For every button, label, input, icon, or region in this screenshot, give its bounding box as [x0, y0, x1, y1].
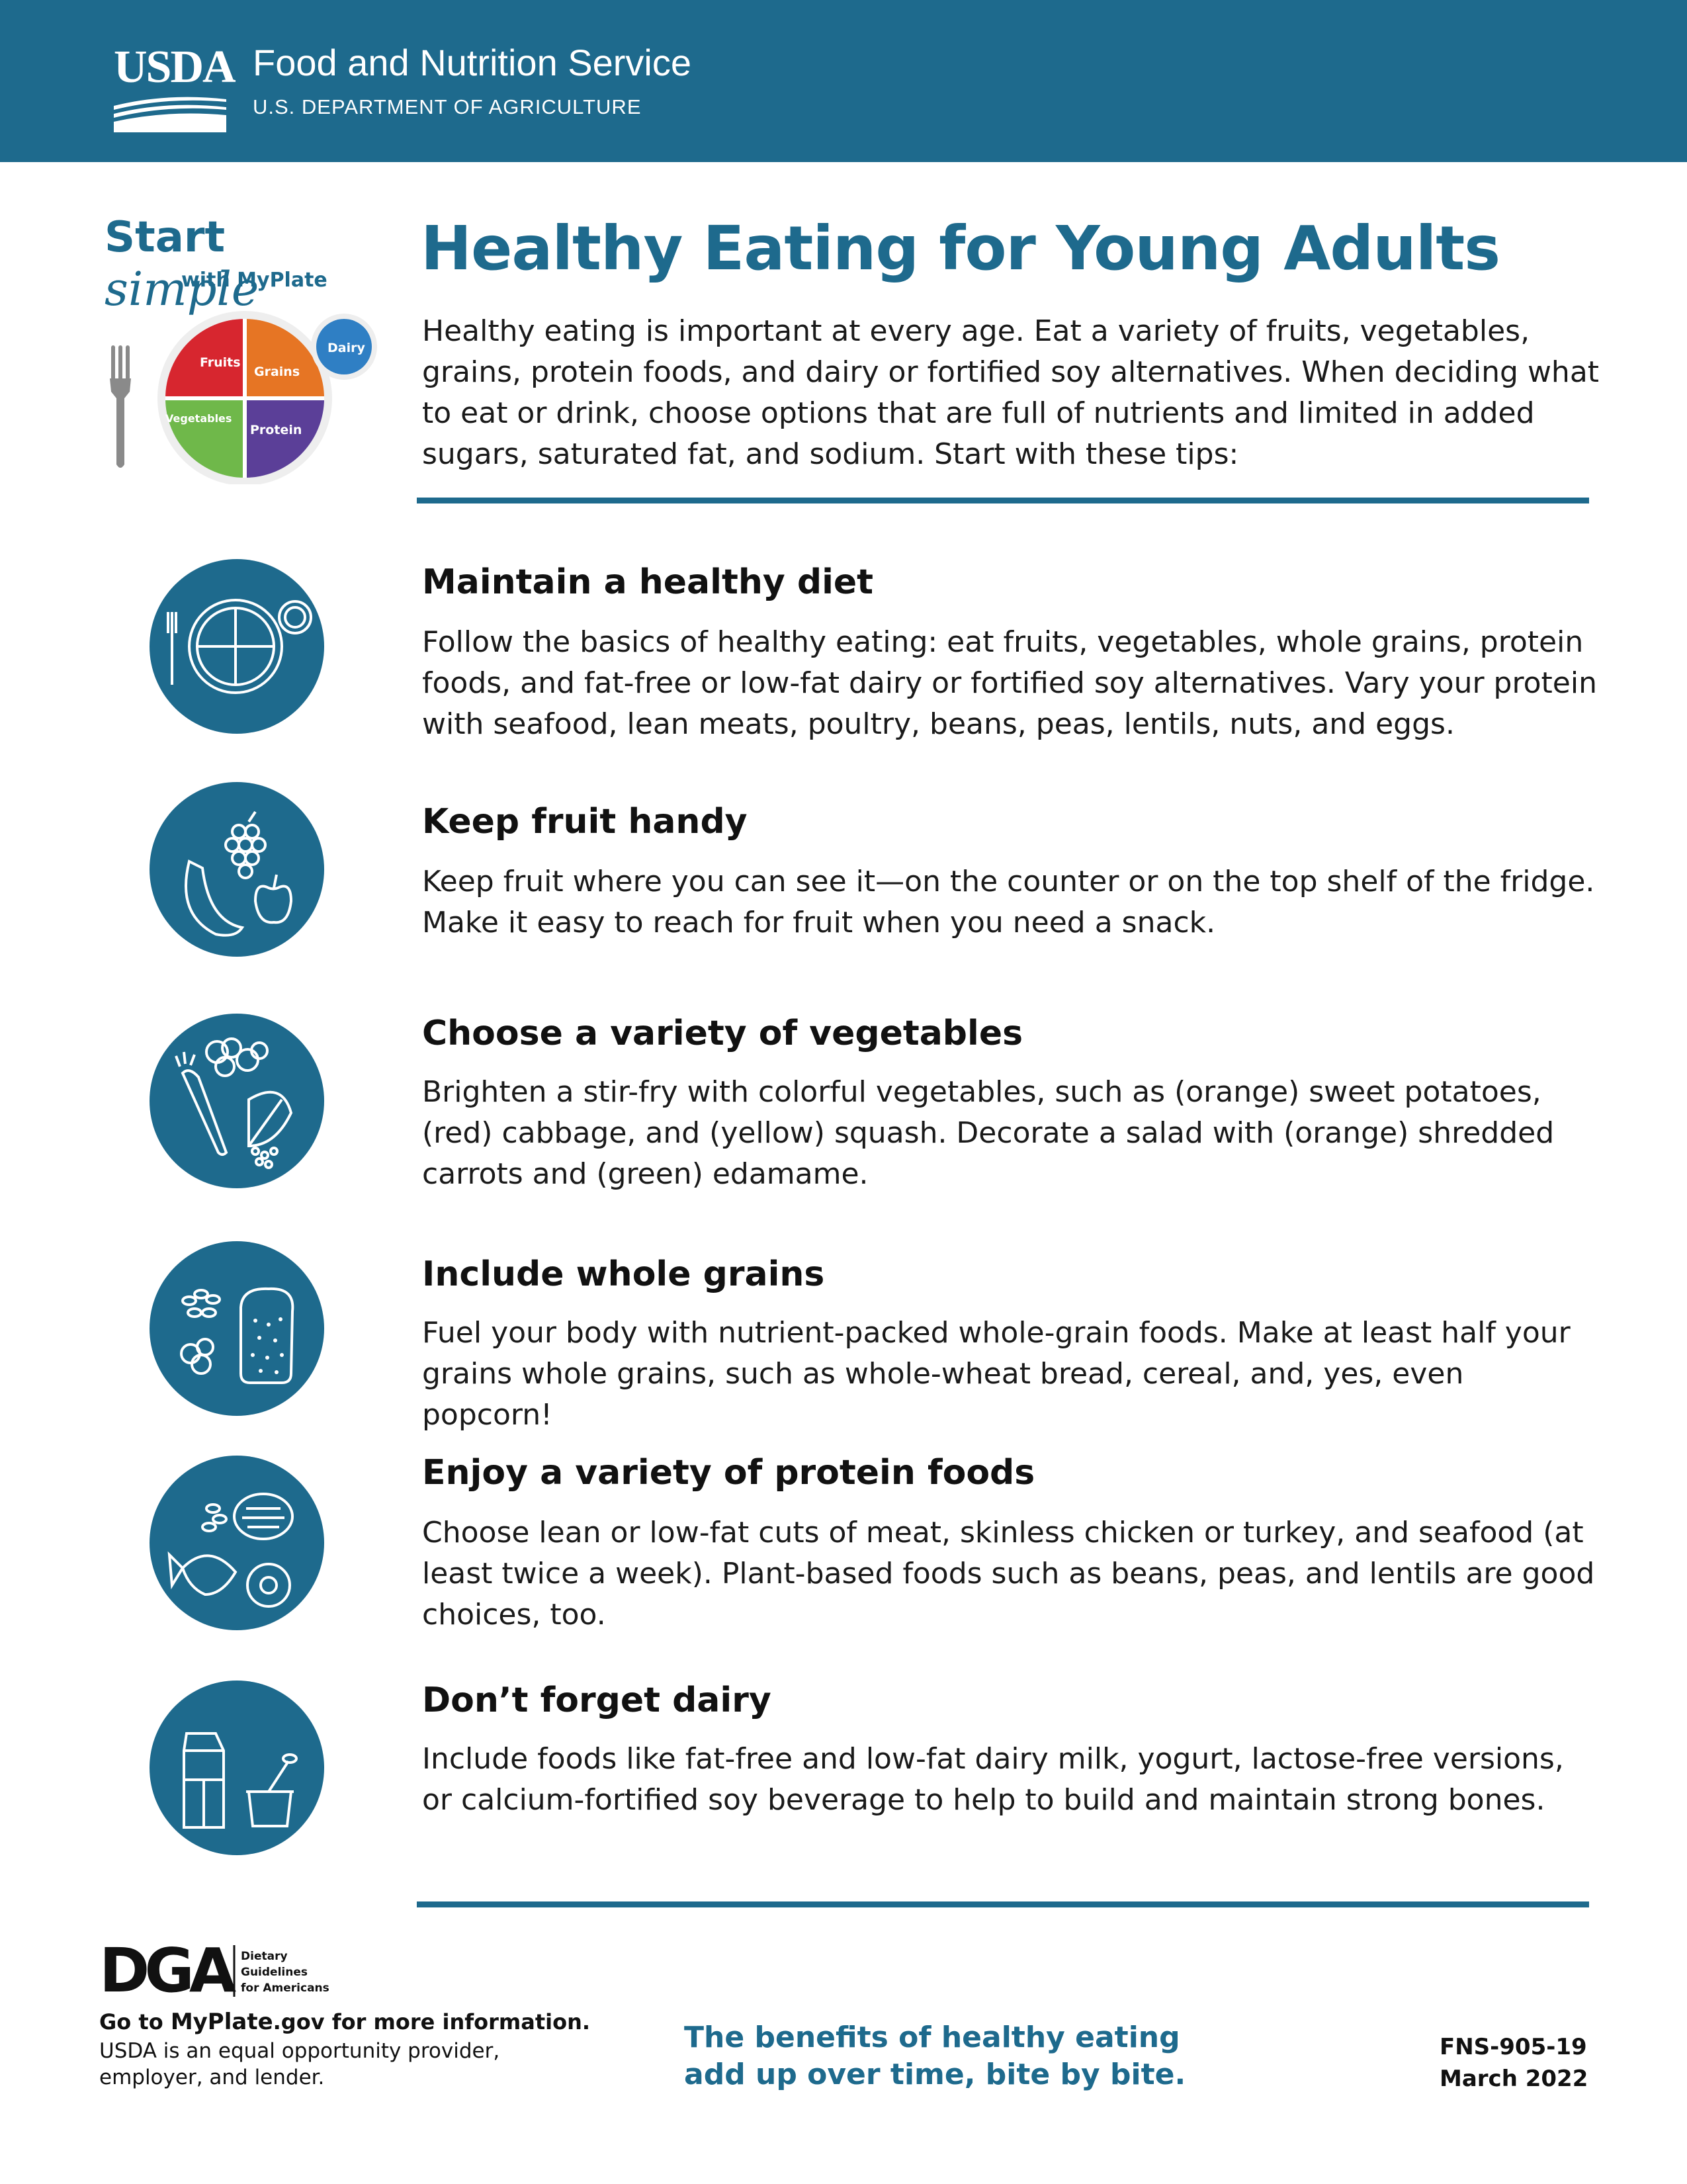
brand-myplate: MyPlate — [237, 269, 327, 292]
plate-label-fruits: Fruits — [200, 355, 241, 370]
dga-logo-text: DGA — [99, 1943, 236, 1999]
fork-icon — [110, 345, 131, 468]
myplate-link[interactable]: MyPlate — [170, 2009, 273, 2035]
dga-line2: Guidelines — [241, 1966, 308, 1979]
tip-body: Follow the basics of healthy eating: eat… — [422, 625, 1597, 741]
dga-line1: Dietary — [241, 1950, 288, 1963]
tip-body: Brighten a stir-fry with colorful vegeta… — [422, 1075, 1555, 1191]
fruit-icon — [150, 782, 324, 957]
grains-icon — [150, 1241, 324, 1416]
brand-start: Start — [105, 213, 226, 262]
plate-icon — [150, 559, 324, 734]
publication-code: FNS-905-19 — [1440, 2034, 1587, 2060]
top-divider — [417, 498, 1589, 503]
page-title: Healthy Eating for Young Adults — [421, 213, 1500, 284]
plate-label-vegetables: Vegetables — [165, 412, 232, 425]
tip-body: Choose lean or low-fat cuts of meat, ski… — [422, 1516, 1595, 1632]
myplate-icon: Fruits Grains Vegetables Protein Dairy — [110, 311, 377, 484]
tip-body: Keep fruit where you can see it—on the c… — [422, 865, 1595, 939]
tip-title: Don’t forget dairy — [422, 1681, 771, 1720]
goto-suffix: .gov for more information. — [273, 2009, 591, 2034]
equal-opportunity-statement: USDA is an equal opportunity provider, e… — [99, 2039, 500, 2089]
footer-tagline: The benefits of healthy eating add up ov… — [684, 2019, 1213, 2093]
tip-body: Include foods like fat-free and low-fat … — [422, 1742, 1564, 1817]
tip-title: Enjoy a variety of protein foods — [422, 1453, 1035, 1493]
department-name: U.S. DEPARTMENT OF AGRICULTURE — [253, 95, 642, 118]
tagline-line1: The benefits of healthy eating — [684, 2021, 1180, 2054]
tip-title: Maintain a healthy diet — [422, 562, 874, 602]
usda-logo: USDA — [114, 42, 236, 93]
usda-swoosh-icon — [114, 97, 226, 132]
tip-title: Choose a variety of vegetables — [422, 1014, 1023, 1053]
plate-label-dairy: Dairy — [327, 341, 365, 355]
start-simple-brand: Start simple with MyPlate — [105, 213, 382, 316]
plate-label-protein: Protein — [250, 423, 302, 437]
protein-icon — [150, 1456, 324, 1630]
tagline-line2: add up over time, bite by bite. — [684, 2058, 1186, 2091]
plate-label-grains: Grains — [254, 365, 300, 379]
goto-prefix: Go to — [99, 2009, 171, 2034]
dga-line3: for Americans — [241, 1982, 329, 1995]
publication-date: March 2022 — [1440, 2066, 1588, 2092]
brand-with-myplate: with MyPlate — [181, 269, 327, 292]
dairy-icon — [150, 1681, 324, 1855]
brand-with: with — [181, 269, 230, 292]
publication-info: FNS-905-19 March 2022 — [1440, 2031, 1588, 2095]
footer-goto: Go to MyPlate.gov for more information. — [99, 2009, 590, 2035]
dga-logo: DGA Dietary Guidelines for Americans — [99, 1943, 329, 1999]
vegetables-icon — [150, 1014, 324, 1188]
intro-paragraph: Healthy eating is important at every age… — [422, 314, 1600, 471]
agency-name: Food and Nutrition Service — [253, 42, 692, 83]
bottom-divider — [417, 1901, 1589, 1907]
tip-title: Include whole grains — [422, 1254, 825, 1294]
tip-title: Keep fruit handy — [422, 802, 748, 842]
brand-simple: simple — [105, 262, 259, 316]
header-banner: USDA Food and Nutrition Service U.S. DEP… — [0, 0, 1687, 162]
tip-body: Fuel your body with nutrient-packed whol… — [422, 1316, 1571, 1432]
